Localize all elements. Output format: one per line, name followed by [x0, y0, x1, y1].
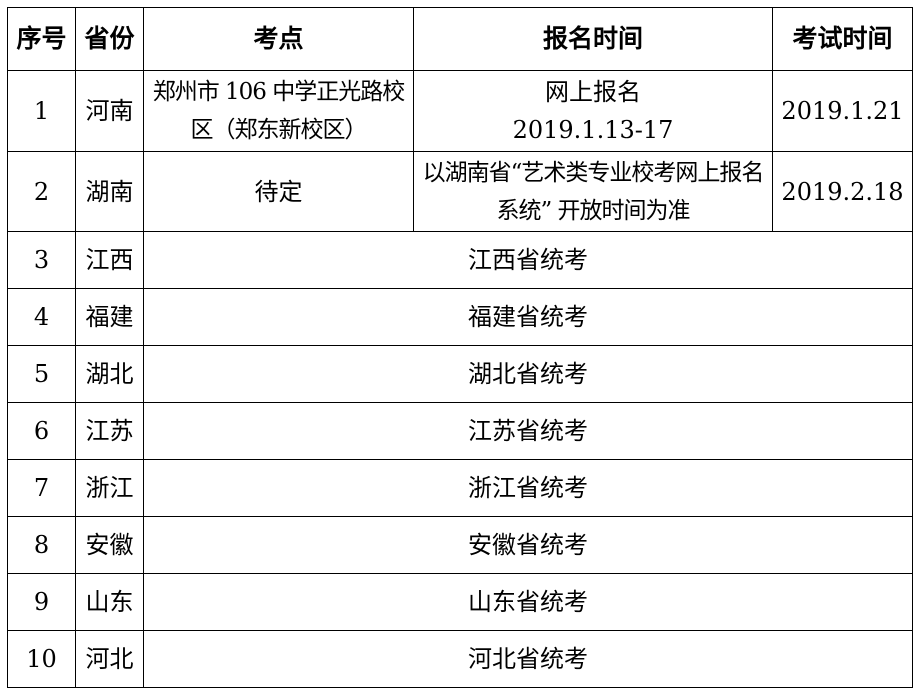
row-note: 安徽省统考 [143, 516, 913, 574]
table-row: 3 江西 江西省统考 [7, 231, 913, 289]
row-no: 4 [7, 288, 76, 346]
row-province: 山东 [75, 573, 144, 631]
row-province: 河南 [75, 70, 144, 152]
row-note: 河北省统考 [143, 630, 913, 688]
row-province: 浙江 [75, 459, 144, 517]
row-no: 10 [7, 630, 76, 688]
row-venue: 待定 [143, 151, 414, 232]
row-province: 江西 [75, 231, 144, 289]
header-no: 序号 [7, 7, 76, 71]
row-province: 江苏 [75, 402, 144, 460]
table-row: 4 福建 福建省统考 [7, 288, 913, 346]
row-no: 9 [7, 573, 76, 631]
row-no: 8 [7, 516, 76, 574]
row-note: 江西省统考 [143, 231, 913, 289]
table-row: 5 湖北 湖北省统考 [7, 345, 913, 403]
registration-line: 网上报名 [545, 78, 641, 106]
row-no: 7 [7, 459, 76, 517]
row-note: 浙江省统考 [143, 459, 913, 517]
row-no: 2 [7, 151, 76, 232]
row-province: 河北 [75, 630, 144, 688]
table-row: 10 河北 河北省统考 [7, 630, 913, 688]
row-no: 3 [7, 231, 76, 289]
header-row: 序号 省份 考点 报名时间 考试时间 [7, 7, 913, 71]
table-row: 8 安徽 安徽省统考 [7, 516, 913, 574]
row-province: 安徽 [75, 516, 144, 574]
table-row: 9 山东 山东省统考 [7, 573, 913, 631]
row-no: 1 [7, 70, 76, 152]
row-province: 福建 [75, 288, 144, 346]
row-no: 6 [7, 402, 76, 460]
table-row: 1 河南 郑州市 106 中学正光路校区（郑东新校区） 网上报名 2019.1.1… [7, 70, 913, 152]
header-venue: 考点 [143, 7, 414, 71]
table-row: 2 湖南 待定 以湖南省“艺术类专业校考网上报名系统” 开放时间为准 2019.… [7, 151, 913, 232]
row-note: 湖北省统考 [143, 345, 913, 403]
row-registration: 以湖南省“艺术类专业校考网上报名系统” 开放时间为准 [413, 151, 773, 232]
table-row: 6 江苏 江苏省统考 [7, 402, 913, 460]
row-exam-date: 2019.2.18 [772, 151, 913, 232]
header-exam-date: 考试时间 [772, 7, 913, 71]
row-exam-date: 2019.1.21 [772, 70, 913, 152]
row-province: 湖南 [75, 151, 144, 232]
header-registration: 报名时间 [413, 7, 773, 71]
row-no: 5 [7, 345, 76, 403]
row-registration: 网上报名 2019.1.13-17 [413, 70, 773, 152]
row-note: 山东省统考 [143, 573, 913, 631]
row-note: 福建省统考 [143, 288, 913, 346]
row-venue: 郑州市 106 中学正光路校区（郑东新校区） [143, 70, 414, 152]
registration-line: 2019.1.13-17 [512, 116, 674, 144]
header-province: 省份 [75, 7, 144, 71]
table-row: 7 浙江 浙江省统考 [7, 459, 913, 517]
row-note: 江苏省统考 [143, 402, 913, 460]
row-province: 湖北 [75, 345, 144, 403]
exam-schedule-table: 序号 省份 考点 报名时间 考试时间 1 河南 郑州市 106 中学正光路校区（… [7, 7, 913, 688]
